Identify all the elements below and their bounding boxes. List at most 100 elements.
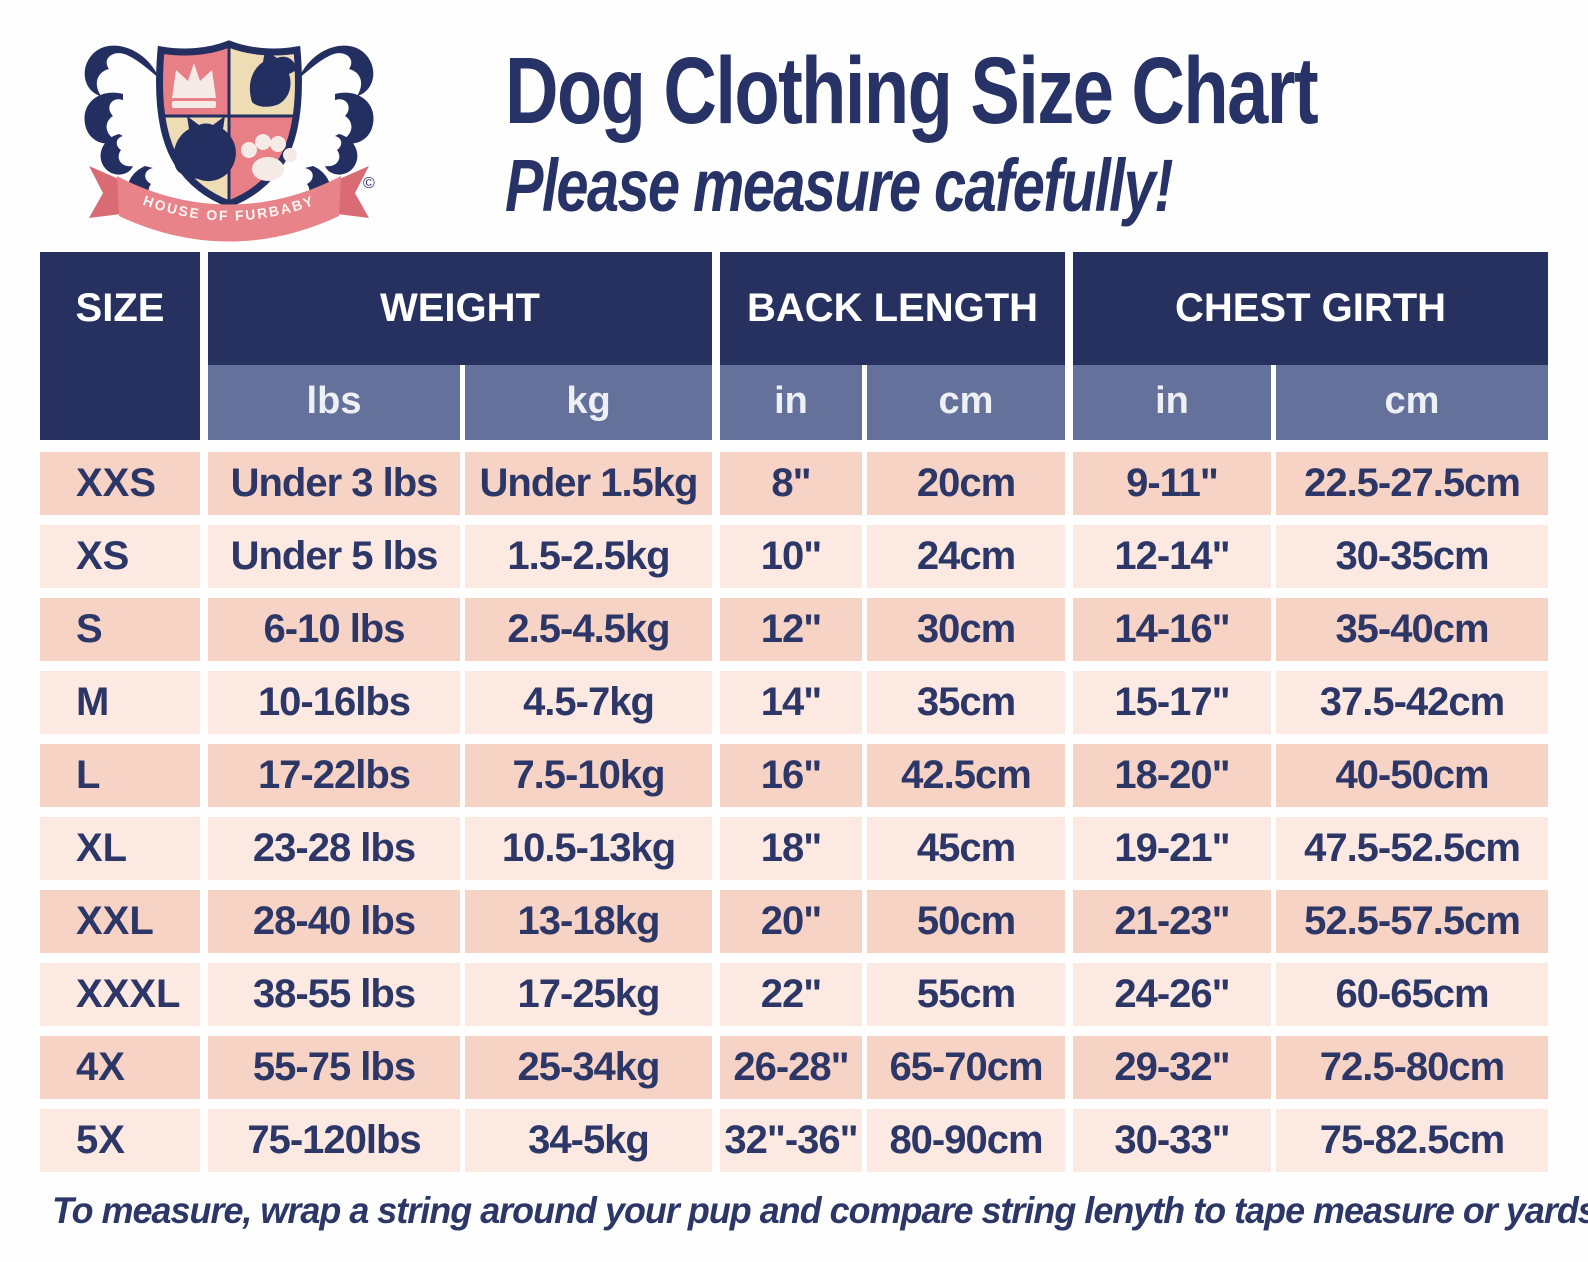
value-cell: 75-82.5cm	[1276, 1109, 1548, 1172]
table-row-xxs: XXS Under 3 lbs Under 1.5kg 8" 20cm 9-11" 22.5…	[40, 452, 1548, 515]
value-cell: 8"	[720, 452, 867, 515]
subheader-chest-girth-cm: cm	[1276, 365, 1548, 440]
value-cell: Under 3 lbs	[208, 452, 465, 515]
value-cell: 15-17"	[1073, 671, 1276, 734]
crown-icon	[172, 63, 216, 108]
value-cell: 52.5-57.5cm	[1276, 890, 1548, 953]
table-header: SIZE WEIGHT BACK LENGTH CHEST GIRTH lbs …	[40, 252, 1548, 440]
size-cell: XS	[40, 525, 208, 588]
subheader-back-length-in: in	[720, 365, 867, 440]
value-cell: 14-16"	[1073, 598, 1276, 661]
table-row-xl: XL 23-28 lbs 10.5-13kg 18" 45cm 19-21" 47.5-52…	[40, 817, 1548, 880]
size-cell: XXXL	[40, 963, 208, 1026]
copyright-symbol: ©	[363, 175, 375, 192]
value-cell: 30cm	[867, 598, 1073, 661]
value-cell: 25-34kg	[465, 1036, 720, 1099]
table-row-4x: 4X 55-75 lbs 25-34kg 26-28" 65-70cm 29-32" 72.…	[40, 1036, 1548, 1099]
value-cell: 72.5-80cm	[1276, 1036, 1548, 1099]
value-cell: 22.5-27.5cm	[1276, 452, 1548, 515]
shield-border	[156, 40, 302, 208]
value-cell: 6-10 lbs	[208, 598, 465, 661]
value-cell: 17-25kg	[465, 963, 720, 1026]
value-cell: 16"	[720, 744, 867, 807]
value-cell: 24cm	[867, 525, 1073, 588]
value-cell: 7.5-10kg	[465, 744, 720, 807]
subheader-back-length-cm: cm	[867, 365, 1073, 440]
value-cell: 4.5-7kg	[465, 671, 720, 734]
value-cell: 30-35cm	[1276, 525, 1548, 588]
subheader-chest-girth-in: in	[1073, 365, 1276, 440]
value-cell: 45cm	[867, 817, 1073, 880]
measuring-note: To measure, wrap a string around your pu…	[52, 1190, 1588, 1231]
size-cell: S	[40, 598, 208, 661]
value-cell: 28-40 lbs	[208, 890, 465, 953]
value-cell: 40-50cm	[1276, 744, 1548, 807]
value-cell: 55cm	[867, 963, 1073, 1026]
value-cell: 10.5-13kg	[465, 817, 720, 880]
value-cell: 50cm	[867, 890, 1073, 953]
page-title: Dog Clothing Size Chart	[505, 38, 1319, 144]
value-cell: 47.5-52.5cm	[1276, 817, 1548, 880]
value-cell: 55-75 lbs	[208, 1036, 465, 1099]
value-cell: 23-28 lbs	[208, 817, 465, 880]
value-cell: 35-40cm	[1276, 598, 1548, 661]
size-cell: L	[40, 744, 208, 807]
value-cell: 24-26"	[1073, 963, 1276, 1026]
value-cell: 30-33"	[1073, 1109, 1276, 1172]
table-row-5x: 5X 75-120lbs 34-5kg 32"-36" 80-90cm 30-33" 75-…	[40, 1109, 1548, 1172]
page-subtitle: Please measure cafefully!	[505, 144, 1173, 227]
value-cell: 20cm	[867, 452, 1073, 515]
size-chart-table: SIZE WEIGHT BACK LENGTH CHEST GIRTH lbs …	[40, 252, 1548, 1182]
value-cell: 60-65cm	[1276, 963, 1548, 1026]
value-cell: 65-70cm	[867, 1036, 1073, 1099]
dog-icon	[249, 50, 297, 107]
column-header-chest-girth: CHEST GIRTH	[1073, 252, 1548, 365]
value-cell: 21-23"	[1073, 890, 1276, 953]
column-header-size: SIZE	[40, 252, 208, 440]
cat-icon	[173, 116, 236, 182]
size-cell: 5X	[40, 1109, 208, 1172]
value-cell: 34-5kg	[465, 1109, 720, 1172]
column-header-weight: WEIGHT	[208, 252, 720, 365]
size-cell: XXL	[40, 890, 208, 953]
value-cell: 26-28"	[720, 1036, 867, 1099]
value-cell: Under 5 lbs	[208, 525, 465, 588]
masthead: Dog Clothing Size Chart Please measure c…	[505, 44, 1546, 223]
table-row-s: S 6-10 lbs 2.5-4.5kg 12" 30cm 14-16" 35-40cm	[40, 598, 1548, 661]
value-cell: 1.5-2.5kg	[465, 525, 720, 588]
subheader-weight-kg: kg	[465, 365, 720, 440]
value-cell: 32"-36"	[720, 1109, 867, 1172]
subheader-weight-lbs: lbs	[208, 365, 465, 440]
value-cell: 20"	[720, 890, 867, 953]
value-cell: Under 1.5kg	[465, 452, 720, 515]
value-cell: 35cm	[867, 671, 1073, 734]
table-row-m: M 10-16lbs 4.5-7kg 14" 35cm 15-17" 37.5-42cm	[40, 671, 1548, 734]
value-cell: 29-32"	[1073, 1036, 1276, 1099]
value-cell: 22"	[720, 963, 867, 1026]
value-cell: 10-16lbs	[208, 671, 465, 734]
value-cell: 13-18kg	[465, 890, 720, 953]
size-cell: XXS	[40, 452, 208, 515]
header-groups: WEIGHT BACK LENGTH CHEST GIRTH lbs kg in…	[208, 252, 1548, 440]
value-cell: 75-120lbs	[208, 1109, 465, 1172]
value-cell: 17-22lbs	[208, 744, 465, 807]
table-row-xxl: XXL 28-40 lbs 13-18kg 20" 50cm 21-23" 52.5-57.…	[40, 890, 1548, 953]
logo-crest: HOUSE OF FURBABY ©	[84, 40, 375, 242]
column-header-back-length: BACK LENGTH	[720, 252, 1073, 365]
value-cell: 12"	[720, 598, 867, 661]
value-cell: 19-21"	[1073, 817, 1276, 880]
value-cell: 9-11"	[1073, 452, 1276, 515]
size-cell: M	[40, 671, 208, 734]
table-row-xs: XS Under 5 lbs 1.5-2.5kg 10" 24cm 12-14" 30-35…	[40, 525, 1548, 588]
value-cell: 2.5-4.5kg	[465, 598, 720, 661]
table-body: XXS Under 3 lbs Under 1.5kg 8" 20cm 9-11" 22.5…	[40, 452, 1548, 1172]
size-cell: XL	[40, 817, 208, 880]
value-cell: 12-14"	[1073, 525, 1276, 588]
value-cell: 10"	[720, 525, 867, 588]
table-row-xxxl: XXXL 38-55 lbs 17-25kg 22" 55cm 24-26" 60-65cm	[40, 963, 1548, 1026]
value-cell: 18-20"	[1073, 744, 1276, 807]
value-cell: 80-90cm	[867, 1109, 1073, 1172]
value-cell: 37.5-42cm	[1276, 671, 1548, 734]
size-cell: 4X	[40, 1036, 208, 1099]
value-cell: 42.5cm	[867, 744, 1073, 807]
